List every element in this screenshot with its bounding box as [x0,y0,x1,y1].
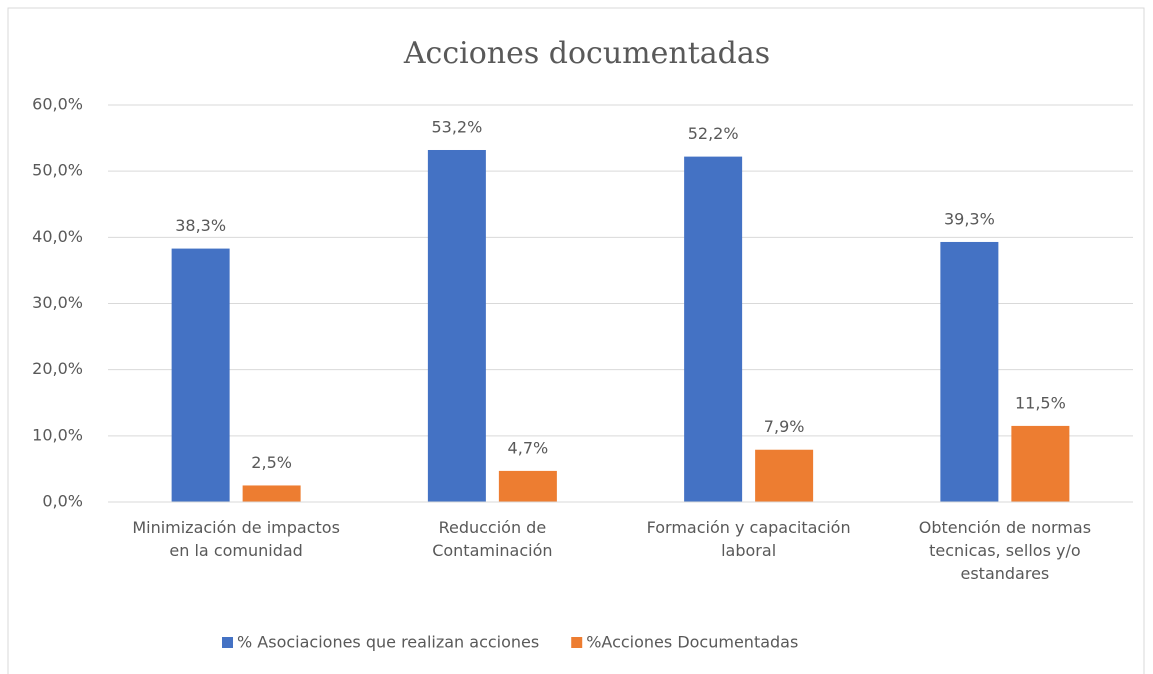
data-label: 7,9% [764,417,805,436]
legend-label: %Acciones Documentadas [586,633,798,652]
bar [684,156,743,503]
x-tick-label: Formación y capacitación laboral [646,518,851,560]
data-label: 39,3% [944,209,995,228]
x-tick-label-box: Obtención de normas tecnicas, sellos y/o… [918,518,1092,583]
bar [242,485,301,502]
data-label: 38,3% [175,216,226,235]
x-tick-label: Obtención de normas tecnicas, sellos y/o… [918,518,1092,583]
y-tick-label: 20,0% [32,359,83,378]
bar [940,241,999,502]
data-label: 11,5% [1015,393,1066,412]
data-label: 52,2% [688,124,739,143]
y-tick-label: 0,0% [42,492,83,511]
y-tick-label: 10,0% [32,425,83,444]
data-label: 2,5% [251,453,292,472]
bar [171,248,230,502]
x-tick-label: Reducción de Contaminación [432,518,553,560]
legend-label: % Asociaciones que realizan acciones [237,633,539,652]
legend-swatch [571,637,583,648]
bar [755,449,814,502]
bar [1011,425,1070,502]
y-tick-label: 30,0% [32,293,83,312]
bar [427,149,486,502]
x-tick-label-box: Formación y capacitación laboral [646,518,851,560]
y-tick-label: 60,0% [32,95,83,114]
x-tick-label-box: Reducción de Contaminación [432,518,553,560]
x-tick-label: Minimización de impactos en la comunidad [132,518,340,560]
bar [498,470,557,502]
x-tick-label-box: Minimización de impactos en la comunidad [132,518,340,560]
y-tick-label: 40,0% [32,227,83,246]
data-label: 4,7% [508,438,549,457]
data-label: 53,2% [431,117,482,136]
chart-title: Acciones documentadas [403,36,770,71]
y-tick-label: 50,0% [32,161,83,180]
legend-swatch [222,637,233,648]
